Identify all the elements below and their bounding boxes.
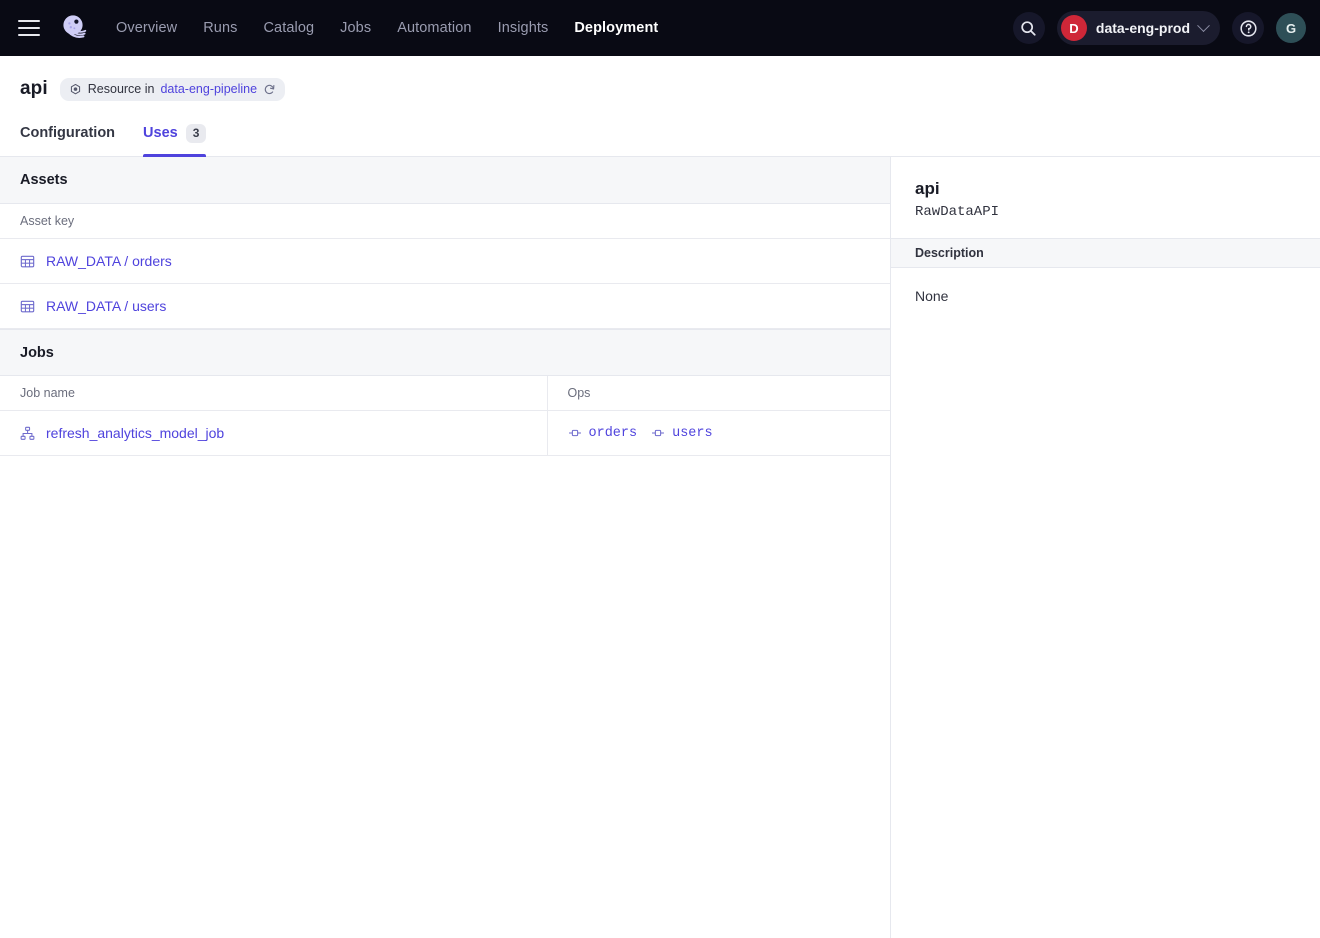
assets-table-header-row: Asset key bbox=[0, 204, 890, 239]
tab-configuration[interactable]: Configuration bbox=[20, 110, 115, 156]
chevron-down-icon bbox=[1197, 18, 1210, 32]
tab-uses-count: 3 bbox=[185, 123, 207, 143]
op-label: orders bbox=[588, 425, 638, 441]
detail-panel: api RawDataAPI Description None bbox=[891, 157, 1320, 938]
asset-key-link[interactable]: RAW_DATA / orders bbox=[46, 253, 172, 269]
deployment-avatar: D bbox=[1060, 15, 1087, 41]
op-item[interactable]: users bbox=[651, 426, 713, 441]
nav-link-runs[interactable]: Runs bbox=[203, 20, 238, 36]
jobs-col-job-name: Job name bbox=[0, 376, 547, 411]
detail-description-section-header: Description bbox=[891, 238, 1320, 268]
nav-link-deployment[interactable]: Deployment bbox=[574, 20, 659, 36]
job-graph-icon bbox=[20, 426, 35, 440]
assets-table: Asset key bbox=[0, 204, 890, 329]
nav-link-insights[interactable]: Insights bbox=[497, 20, 549, 36]
top-navigation-bar: Overview Runs Catalog Jobs Automation In… bbox=[0, 0, 1320, 56]
nav-link-overview[interactable]: Overview bbox=[116, 20, 178, 36]
deployment-switcher[interactable]: D data-eng-prod bbox=[1056, 11, 1220, 45]
assets-section-title: Assets bbox=[20, 172, 68, 188]
detail-description-value: None bbox=[915, 288, 949, 304]
jobs-table-header-row: Job name Ops bbox=[0, 376, 890, 411]
resource-location-badge[interactable]: Resource in data-eng-pipeline bbox=[59, 77, 286, 101]
nav-link-automation[interactable]: Automation bbox=[397, 20, 472, 36]
nav-link-catalog[interactable]: Catalog bbox=[263, 20, 315, 36]
asset-table-icon bbox=[20, 300, 35, 312]
uses-content-column: Assets Asset key bbox=[0, 157, 891, 938]
top-nav-right-cluster: D data-eng-prod G bbox=[1012, 11, 1306, 45]
jobs-col-ops: Ops bbox=[546, 376, 890, 411]
table-row[interactable]: refresh_analytics_model_job bbox=[0, 410, 890, 456]
detail-panel-title: api bbox=[915, 179, 940, 198]
reload-icon bbox=[264, 84, 275, 94]
tab-configuration-label: Configuration bbox=[20, 125, 116, 141]
assets-col-asset-key: Asset key bbox=[0, 204, 890, 239]
table-row[interactable]: RAW_DATA / orders bbox=[0, 238, 890, 284]
page-body: Assets Asset key bbox=[0, 157, 1320, 938]
primary-nav-links: Overview Runs Catalog Jobs Automation In… bbox=[116, 20, 658, 36]
resource-badge-prefix: Resource in bbox=[87, 82, 155, 96]
help-button[interactable] bbox=[1232, 12, 1264, 44]
page-title: api bbox=[20, 78, 48, 99]
op-node-icon bbox=[568, 429, 581, 437]
tab-uses-label: Uses bbox=[143, 125, 178, 141]
detail-description-label: Description bbox=[915, 246, 984, 260]
hamburger-menu-icon[interactable] bbox=[18, 20, 40, 36]
dagster-logo[interactable] bbox=[56, 9, 94, 47]
page-title-row: api Resource in data-eng-pipeline bbox=[0, 56, 1320, 104]
page-header: api Resource in data-eng-pipeline Config… bbox=[0, 56, 1320, 157]
detail-panel-subtitle: RawDataAPI bbox=[915, 204, 1000, 220]
detail-panel-header: api RawDataAPI bbox=[891, 157, 1320, 238]
jobs-section-title: Jobs bbox=[20, 344, 54, 361]
user-avatar[interactable]: G bbox=[1276, 13, 1306, 43]
jobs-table: Job name Ops bbox=[0, 376, 890, 456]
resource-icon bbox=[70, 83, 80, 94]
deployment-name: data-eng-prod bbox=[1095, 20, 1190, 36]
op-item[interactable]: orders bbox=[568, 425, 638, 441]
tab-uses[interactable]: Uses 3 bbox=[143, 110, 207, 157]
search-button[interactable] bbox=[1012, 12, 1045, 44]
op-node-icon bbox=[652, 429, 665, 437]
ops-list: orders users bbox=[568, 426, 872, 441]
asset-key-link[interactable]: RAW_DATA / users bbox=[46, 298, 167, 314]
resource-badge-link[interactable]: data-eng-pipeline bbox=[160, 82, 258, 96]
table-row[interactable]: RAW_DATA / users bbox=[0, 283, 890, 329]
assets-section-header: Assets bbox=[0, 157, 890, 204]
page-tabs: Configuration Uses 3 bbox=[0, 110, 1320, 157]
nav-link-jobs[interactable]: Jobs bbox=[340, 20, 372, 36]
jobs-section-header: Jobs bbox=[0, 329, 890, 376]
help-circle-icon bbox=[1239, 19, 1257, 37]
op-label: users bbox=[672, 425, 713, 441]
asset-table-icon bbox=[20, 255, 35, 267]
job-name-link[interactable]: refresh_analytics_model_job bbox=[46, 425, 225, 441]
search-icon bbox=[1021, 20, 1037, 36]
